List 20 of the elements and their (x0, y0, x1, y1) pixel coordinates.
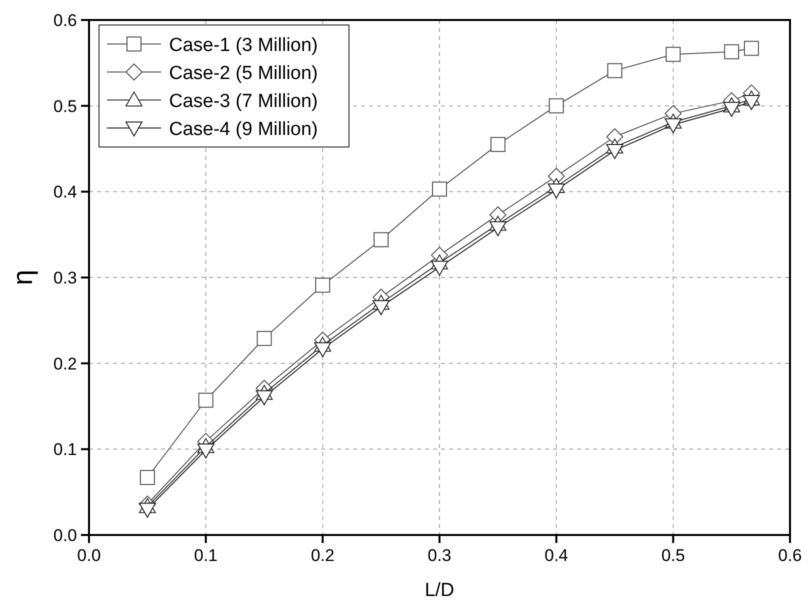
x-tick-label: 0.6 (778, 546, 802, 565)
x-tick-label: 0.4 (544, 546, 568, 565)
legend-label: Case-3 (7 Million) (169, 91, 318, 112)
x-tick-label: 0.0 (77, 546, 101, 565)
x-tick-label: 0.5 (661, 546, 685, 565)
y-tick-label: 0.0 (53, 526, 77, 545)
legend-label: Case-2 (5 Million) (169, 63, 318, 84)
x-axis-title: L/D (424, 580, 454, 601)
legend-label: Case-4 (9 Million) (169, 119, 318, 140)
x-tick-label: 0.1 (194, 546, 218, 565)
y-tick-label: 0.2 (53, 354, 77, 374)
y-tick-label: 0.3 (53, 268, 77, 288)
y-tick-label: 0.6 (53, 11, 77, 30)
legend-label: Case-1 (3 Million) (169, 35, 318, 56)
y-tick-label: 0.1 (53, 440, 77, 460)
x-tick-label: 0.3 (428, 546, 452, 565)
y-tick-label: 0.5 (53, 96, 77, 116)
y-axis-title: η (7, 270, 38, 286)
y-tick-label: 0.4 (53, 182, 77, 202)
x-tick-label: 0.2 (310, 546, 334, 565)
